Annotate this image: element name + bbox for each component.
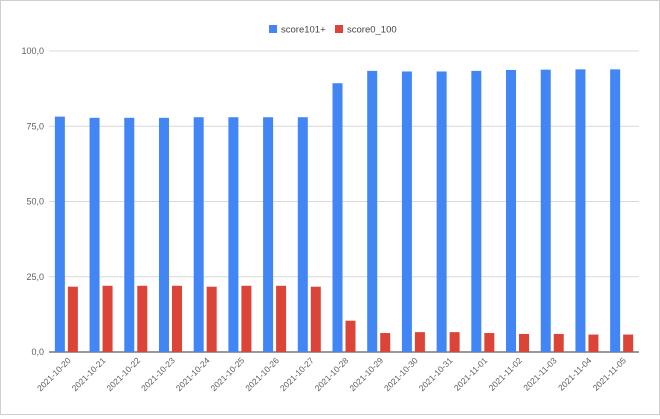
bar-score101+-2021-10-31 [436,71,447,352]
x-tick-label: 2021-10-26 [243,355,281,393]
bars [54,69,634,353]
x-tick-label: 2021-10-28 [313,355,351,393]
bar-score101+-2021-11-04 [575,69,586,353]
bar-score0_100-2021-10-23 [171,285,182,352]
legend-label: score101+ [281,25,326,36]
bar-score0_100-2021-10-26 [276,285,287,352]
x-tick-label: 2021-11-02 [487,355,525,393]
bar-score101+-2021-10-26 [263,117,274,352]
x-tick-label: 2021-10-20 [35,355,73,393]
bar-score0_100-2021-11-03 [553,333,564,352]
bar-score101+-2021-10-27 [297,117,308,352]
x-tick-label: 2021-10-22 [104,355,142,393]
bar-score101+-2021-10-25 [228,117,239,352]
gridlines [49,50,639,353]
bar-score101+-2021-11-01 [471,70,482,352]
bar-score101+-2021-11-05 [610,69,621,353]
legend: score101+ score0_100 [269,25,397,36]
bar-score101+-2021-11-03 [540,69,551,353]
y-tick-label: 25,0 [26,272,44,282]
bar-score0_100-2021-11-04 [588,334,599,352]
x-tick-label: 2021-10-24 [174,355,212,393]
bar-score0_100-2021-10-30 [414,332,425,352]
x-tick-label: 2021-10-31 [417,355,455,393]
bar-score0_100-2021-11-01 [484,333,495,352]
bar-score101+-2021-10-22 [124,117,135,353]
bar-score101+-2021-10-20 [54,116,65,352]
bar-score0_100-2021-10-27 [310,286,321,352]
bar-score0_100-2021-10-21 [102,285,113,352]
bar-score101+-2021-10-21 [89,117,100,353]
y-tick-label: 50,0 [26,197,44,207]
bar-score101+-2021-10-23 [158,117,169,353]
bar-score101+-2021-10-29 [367,70,378,352]
x-axis-ticks: 2021-10-202021-10-212021-10-222021-10-23… [35,355,628,393]
bar-score0_100-2021-10-22 [137,285,148,352]
x-tick-label: 2021-10-29 [347,355,385,393]
bar-score0_100-2021-10-29 [380,333,391,352]
x-tick-label: 2021-10-30 [382,355,420,393]
bar-score0_100-2021-10-28 [345,320,356,352]
x-tick-label: 2021-10-23 [139,355,177,393]
bar-score101+-2021-10-28 [332,83,343,352]
bar-score0_100-2021-10-24 [206,286,217,352]
y-tick-label: 100,0 [21,46,44,56]
bar-score0_100-2021-11-02 [519,333,530,352]
y-axis-ticks: 0,0 25,0 50,0 75,0 100,0 [21,46,44,357]
bar-score101+-2021-10-30 [401,71,412,352]
legend-swatch-score101+ [269,25,277,33]
x-tick-label: 2021-10-21 [70,355,108,393]
legend-label: score0_100 [347,25,397,36]
bar-score0_100-2021-11-05 [623,334,634,352]
legend-swatch-score0_100 [335,25,343,33]
x-tick-label: 2021-11-05 [591,355,629,393]
y-tick-label: 75,0 [26,121,44,131]
y-tick-label: 0,0 [31,347,44,357]
bar-score0_100-2021-10-31 [449,332,460,352]
bar-score101+-2021-11-02 [506,69,517,352]
x-tick-label: 2021-11-04 [556,355,594,393]
x-tick-label: 2021-10-25 [208,355,246,393]
x-tick-label: 2021-11-03 [521,355,559,393]
bar-score0_100-2021-10-25 [241,285,252,352]
x-tick-label: 2021-11-01 [452,355,490,393]
bar-score0_100-2021-10-20 [67,286,78,352]
x-tick-label: 2021-10-27 [278,355,316,393]
bar-score101+-2021-10-24 [193,117,204,352]
